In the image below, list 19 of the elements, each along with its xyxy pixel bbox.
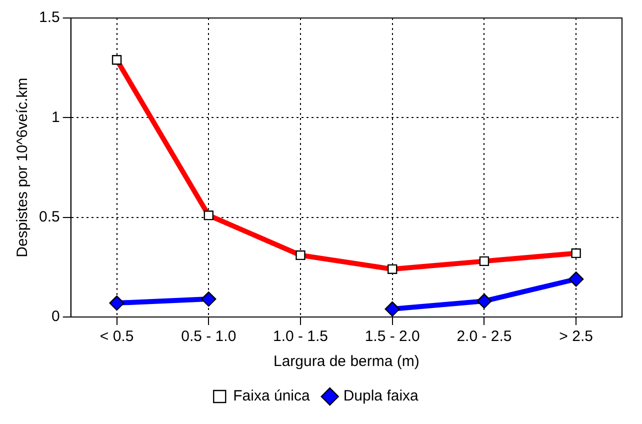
x-tick-label: < 0.5 — [100, 328, 134, 346]
x-tick-label: 2.0 - 2.5 — [456, 328, 512, 346]
point — [109, 295, 124, 311]
point — [201, 291, 216, 307]
y-tick-label: 1 — [52, 108, 60, 126]
x-axis-title: Largura de berma (m) — [273, 353, 420, 370]
point — [568, 272, 584, 287]
x-tick-label: > 2.5 — [559, 328, 593, 346]
y-tick-label: 1.5 — [38, 9, 60, 26]
point — [476, 293, 492, 309]
legend-label: Faixa única — [233, 388, 310, 405]
point — [384, 301, 400, 317]
y-axis-title: Despistes por 10^6veíc.km — [14, 78, 32, 258]
y-tick-label: 0.5 — [38, 208, 60, 226]
legend-label: Dupla faixa — [343, 388, 420, 405]
x-tick-label: 1.5 - 2.0 — [364, 328, 420, 346]
y-tick-label: 0 — [52, 308, 60, 326]
x-tick-label: 1.0 - 1.5 — [272, 328, 328, 346]
x-tick-label: 0.5 - 1.0 — [181, 328, 236, 346]
